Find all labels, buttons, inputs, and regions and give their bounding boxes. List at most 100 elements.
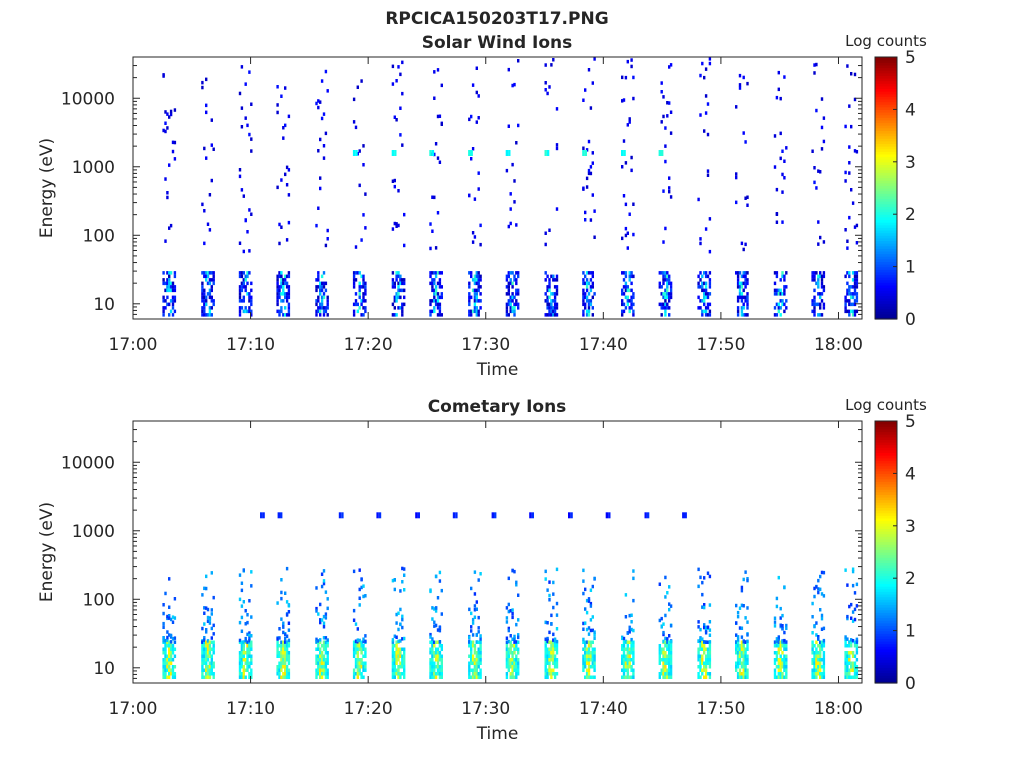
colorbar-gradient-cell: [875, 83, 897, 87]
spectrogram-cell: [280, 278, 283, 282]
colorbar-tick-label: 2: [905, 569, 916, 589]
spectrogram-cell: [391, 285, 395, 289]
colorbar-gradient-cell: [875, 146, 897, 150]
spectrogram-cell: [582, 278, 585, 282]
colorbar-gradient-cell: [875, 311, 897, 315]
spectrogram-cell: [783, 630, 786, 635]
spectrogram-cell: [813, 668, 816, 672]
spectrogram-cell: [660, 292, 663, 296]
spectrogram-cell: [282, 658, 285, 662]
spectrogram-cell: [362, 144, 365, 148]
spectrogram-cell: [621, 288, 624, 293]
spectrogram-cell: [811, 615, 814, 619]
spectrogram-cell: [848, 675, 851, 679]
spectrogram-cell: [708, 278, 712, 282]
spectrogram-cell: [436, 628, 440, 632]
colorbar-gradient-cell: [875, 300, 897, 304]
spectrogram-cell: [250, 288, 253, 293]
spectrogram-cell: [658, 675, 661, 679]
spectrogram-cell: [401, 617, 404, 622]
spectrogram-cell: [815, 62, 818, 67]
spectrogram-cell: [704, 313, 708, 317]
spectrogram-cell: [471, 640, 475, 644]
spectrogram-cell: [662, 622, 665, 626]
spectrogram-cell: [511, 672, 514, 676]
spectrogram-cell: [582, 98, 585, 102]
colorbar-gradient-cell: [875, 646, 897, 650]
colorbar-tick-label: 1: [905, 258, 916, 278]
spectrogram-cell: [354, 271, 358, 275]
colorbar-gradient-cell: [875, 151, 897, 155]
spectrogram-cell: [626, 295, 629, 300]
spectrogram-cell: [591, 285, 594, 289]
spectrogram-cell: [744, 278, 747, 282]
spectrogram-cell: [395, 672, 398, 676]
spectrogram-cell: [324, 281, 328, 286]
spectrogram-cell: [736, 635, 740, 639]
spectrogram-cell: [624, 615, 628, 619]
colorbar-gradient-cell: [875, 130, 897, 134]
spectrogram-cell: [589, 658, 593, 662]
spectrogram-cell: [591, 313, 594, 317]
spectrogram-cell: [544, 654, 547, 658]
spectrogram-cell: [704, 295, 708, 300]
spectrogram-cell: [475, 654, 478, 658]
spectrogram-cell: [399, 295, 402, 300]
spectrogram-cell: [169, 672, 173, 676]
spectrogram-cell: [628, 271, 631, 275]
spectrogram-cell: [324, 675, 328, 679]
spectrogram-cell: [632, 651, 635, 655]
spectrogram-cell: [491, 512, 494, 519]
spectrogram-cell: [473, 197, 477, 201]
spectrogram-cell: [544, 647, 547, 651]
spectrogram-cell: [260, 512, 263, 519]
spectrogram-cell: [352, 675, 356, 679]
spectrogram-cell: [433, 299, 436, 303]
spectrogram-cell: [171, 651, 175, 655]
spectrogram-cell: [811, 661, 814, 665]
spectrogram-cell: [395, 651, 398, 655]
spectrogram-cell: [553, 278, 557, 282]
spectrogram-cell: [738, 86, 742, 90]
spectrogram-cell: [742, 647, 745, 651]
spectrogram-cell: [317, 299, 320, 303]
spectrogram-cell: [706, 306, 710, 310]
spectrogram-cell: [779, 131, 782, 136]
spectrogram-cell: [708, 640, 712, 644]
spectrogram-cell: [240, 658, 244, 662]
spectrogram-cell: [552, 672, 555, 676]
spectrogram-cell: [740, 299, 744, 303]
spectrogram-cell: [282, 136, 285, 140]
spectrogram-cell: [815, 658, 818, 662]
spectrogram-cell: [587, 306, 591, 310]
spectrogram-cell: [317, 658, 320, 662]
spectrogram-cell: [775, 292, 779, 296]
spectrogram-cell: [166, 661, 169, 665]
spectrogram-cell: [505, 654, 509, 658]
spectrogram-cell: [853, 271, 857, 275]
x-tick-label: 17:50: [696, 699, 745, 719]
spectrogram-cell: [697, 274, 700, 279]
spectrogram-cell: [593, 665, 596, 669]
spectrogram-cell: [817, 281, 820, 286]
spectrogram-cell: [317, 306, 320, 310]
spectrogram-cell: [740, 588, 744, 593]
spectrogram-cell: [848, 285, 851, 289]
spectrogram-cell: [746, 81, 749, 86]
spectrogram-cell: [851, 302, 855, 307]
colorbar-gradient-cell: [875, 256, 897, 260]
spectrogram-cell: [315, 313, 318, 317]
spectrogram-cell: [362, 281, 365, 286]
spectrogram-cell: [735, 647, 738, 651]
colorbar-gradient-cell: [875, 119, 897, 124]
spectrogram-cell: [584, 640, 587, 644]
spectrogram-cell: [587, 309, 591, 314]
colorbar-gradient-cell: [875, 169, 897, 173]
spectrogram-cell: [166, 635, 169, 640]
spectrogram-cell: [708, 633, 712, 637]
spectrogram-cell: [855, 285, 859, 289]
colorbar-gradient-cell: [875, 292, 897, 297]
spectrogram-cell: [738, 292, 742, 296]
spectrogram-cell: [208, 617, 212, 622]
